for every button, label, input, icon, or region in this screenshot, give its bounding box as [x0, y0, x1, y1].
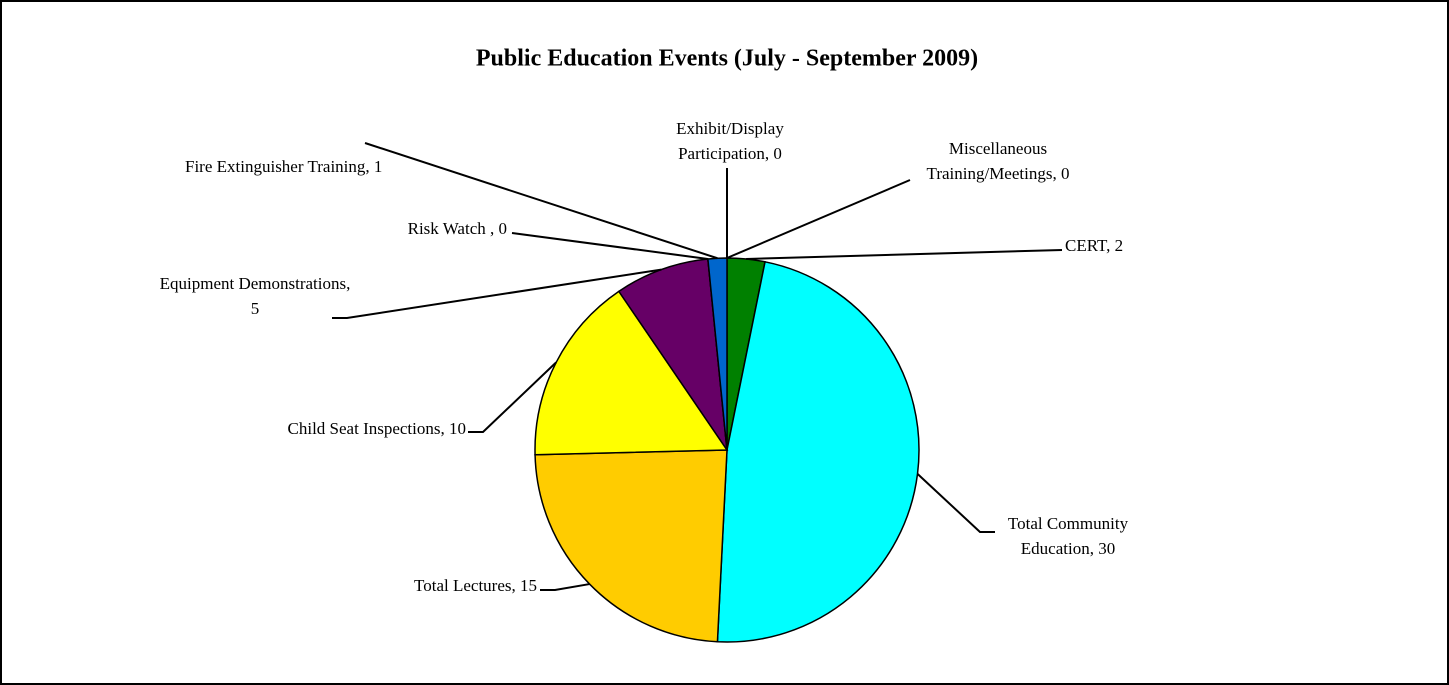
label-line: Exhibit/Display [676, 119, 784, 138]
pie-slice [534, 290, 729, 456]
data-label: Total Community Education, 30 [1008, 514, 1129, 558]
data-label: Exhibit/Display Participation, 0 [676, 119, 784, 163]
data-label: Miscellaneous Training/Meetings, 0 [927, 139, 1070, 183]
leader-line [540, 583, 590, 591]
data-label: Child Seat Inspections, 10 [288, 419, 466, 438]
data-label: CERT, 2 [1065, 236, 1123, 255]
data-label: Risk Watch , 0 [408, 219, 507, 238]
label-line: Education, 30 [1021, 539, 1115, 558]
leader-line [364, 142, 718, 260]
label-line: Training/Meetings, 0 [927, 164, 1070, 183]
label-line: 5 [251, 299, 260, 318]
label-line: Equipment Demonstrations, [160, 274, 351, 293]
leader-line [746, 249, 1063, 260]
leader-line [916, 473, 995, 533]
label-line: Miscellaneous [949, 139, 1047, 158]
data-label: Equipment Demonstrations, 5 [160, 274, 351, 318]
data-label: Total Lectures, 15 [414, 576, 537, 595]
data-label: Fire Extinguisher Training, 1 [185, 157, 382, 176]
pie-slice [716, 260, 920, 643]
label-line: Total Community [1008, 514, 1129, 533]
leader-line [726, 179, 911, 259]
label-line: Participation, 0 [678, 144, 782, 163]
pie-slice [534, 449, 728, 643]
leader-line [332, 268, 662, 319]
chart-title: Public Education Events (July - Septembe… [476, 46, 978, 72]
leader-line [468, 361, 557, 433]
leader-line [511, 232, 709, 260]
